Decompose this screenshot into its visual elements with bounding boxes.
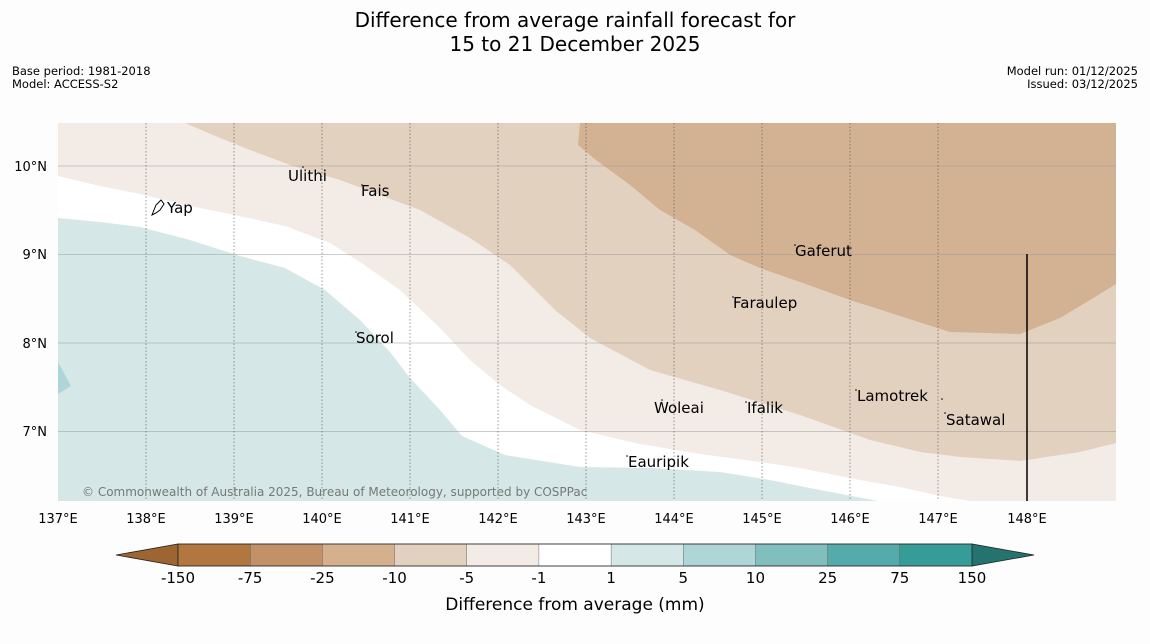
colorbar-segment [683,543,756,567]
lon-label: 147°E [918,512,958,527]
colorbar-tick-label: -25 [310,569,335,587]
issued-text: Issued: 03/12/2025 [1027,77,1138,91]
lat-label: 8°N [23,337,48,352]
colorbar-high-extension [971,543,1035,567]
colorbar-tick-label: 150 [958,569,987,587]
place-gaferut: Gaferut [795,242,852,260]
lon-axis-labels: 137°E 138°E 139°E 140°E 141°E 142°E 143°… [38,512,1047,527]
lon-gridlines [145,123,939,501]
colorbar-segment [827,543,901,567]
copyright-notice: © Commonwealth of Australia 2025, Bureau… [82,485,587,499]
colorbar-segment [610,543,684,567]
place-sorol: Sorol [356,329,394,347]
colorbar-tick-labels: -150 -75 -25 -10 -5 -1 1 5 10 25 75 150 [161,569,986,587]
colorbar-segment [538,543,612,567]
place-woleai: Woleai [654,399,704,417]
band-plus-1-to-plus-5 [58,218,878,501]
lon-label: 137°E [38,512,78,527]
colorbar-tick-label: 5 [678,569,688,587]
colorbar-tick-label: 10 [746,569,765,587]
colorbar-segment [466,543,540,567]
colorbar-segment [177,543,251,567]
lon-label: 143°E [566,512,606,527]
lat-label: 9°N [23,248,48,263]
colorbar-segment [249,543,323,567]
band-minus-10-to-minus-25 [578,123,1116,334]
band-plus-5-to-plus-10 [58,362,71,394]
colorbar-tick-label: 1 [606,569,616,587]
place-eauripik: Eauripik [628,453,689,471]
place-yap: Yap [166,199,193,217]
place-ifalik: Ifalik [747,399,783,417]
colorbar-tick-label: -1 [531,569,546,587]
rainfall-anomaly-map: Ulithi Fais Yap Gaferut Faraulep Sorol L… [58,123,1116,501]
lat-label: 10°N [14,160,47,175]
title-line-2: 15 to 21 December 2025 [449,32,701,56]
colorbar-segment [394,543,468,567]
colorbar-segment [755,543,829,567]
colorbar-tick-label: -5 [459,569,474,587]
place-ulithi: Ulithi [288,167,327,185]
map-title: Difference from average rainfall forecas… [0,8,1150,56]
lon-label: 144°E [654,512,694,527]
title-line-1: Difference from average rainfall forecas… [354,8,796,32]
island-dots [302,166,946,457]
metadata-left: Base period: 1981-2018 Model: ACCESS-S2 [12,65,151,91]
model-text: Model: ACCESS-S2 [12,77,119,91]
lon-label: 138°E [126,512,166,527]
base-period-text: Base period: 1981-2018 [12,64,151,78]
model-run-text: Model run: 01/12/2025 [1006,64,1138,78]
lat-label: 7°N [23,425,48,440]
colorbar-segment [899,543,973,567]
place-lamotrek: Lamotrek [857,387,928,405]
lat-axis-labels: 10°N 9°N 8°N 7°N [14,160,47,440]
lon-label: 141°E [390,512,430,527]
colorbar-segment [322,543,396,567]
lon-label: 146°E [830,512,870,527]
lon-label: 148°E [1007,512,1047,527]
metadata-right: Model run: 01/12/2025 Issued: 03/12/2025 [1007,65,1138,91]
place-faraulep: Faraulep [733,294,797,312]
lat-gridlines [58,165,1116,432]
place-satawal: Satawal [946,411,1005,429]
colorbar-tick-label: -10 [382,569,407,587]
lon-label: 140°E [302,512,342,527]
colorbar-tick-label: -150 [161,569,195,587]
colorbar-low-extension [115,543,179,567]
colorbar: -150 -75 -25 -10 -5 -1 1 5 10 25 75 150 Difference … [115,543,1035,615]
colorbar-tick-label: -75 [238,569,263,587]
colorbar-tick-label: 75 [890,569,909,587]
colorbar-tick-label: 25 [818,569,837,587]
yap-island-outline [151,199,165,217]
colorbar-segments [177,543,973,567]
lon-label: 142°E [478,512,518,527]
colorbar-label: Difference from average (mm) [445,595,704,615]
place-fais: Fais [361,182,390,200]
lon-label: 139°E [214,512,254,527]
lon-label: 145°E [742,512,782,527]
